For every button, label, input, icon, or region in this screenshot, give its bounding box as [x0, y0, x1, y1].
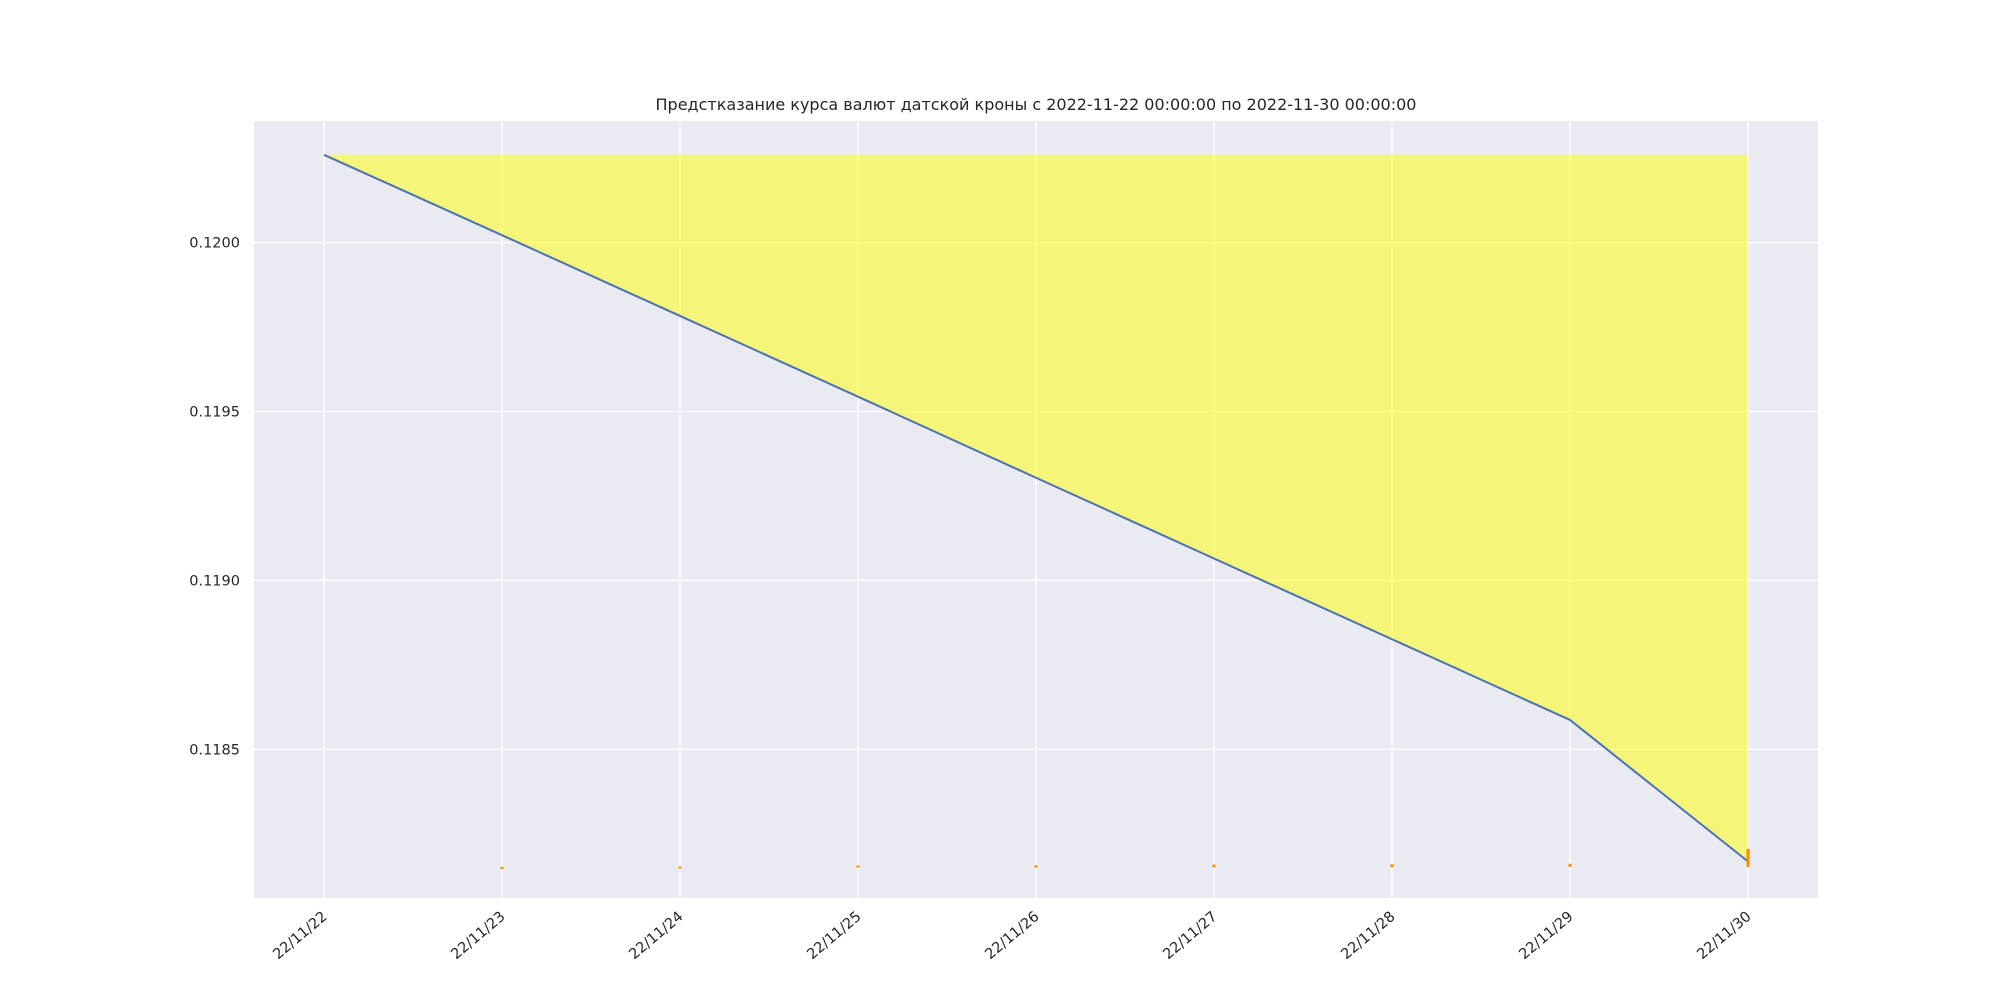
x-tick-label: 22/11/27 — [1160, 909, 1220, 963]
error-bar-layer — [500, 849, 1750, 869]
x-tick-label: 22/11/26 — [982, 909, 1042, 963]
error-bar — [1212, 864, 1216, 868]
x-tick-label: 22/11/25 — [804, 909, 864, 963]
x-tick-label: 22/11/23 — [448, 909, 508, 963]
error-bar — [1034, 865, 1038, 868]
y-tick-label: 0.1190 — [189, 573, 240, 589]
error-bar — [856, 865, 860, 868]
y-tick-label: 0.1195 — [189, 405, 240, 421]
error-bar — [1568, 863, 1572, 867]
x-tick-label: 22/11/30 — [1694, 909, 1754, 963]
y-tick-label: 0.1185 — [189, 742, 240, 758]
error-bar — [500, 866, 504, 869]
x-tick-label: 22/11/29 — [1516, 909, 1576, 963]
series-line-layer — [323, 153, 1749, 863]
error-bar — [1746, 849, 1750, 867]
confidence-band-layer — [324, 154, 1748, 862]
chart-title: Предстказание курса валют датской кроны … — [656, 95, 1417, 114]
x-tick-label: 22/11/28 — [1338, 909, 1398, 963]
error-bar — [1390, 864, 1394, 868]
error-bar — [678, 866, 682, 869]
confidence-band — [324, 154, 1748, 862]
x-tick-label: 22/11/22 — [270, 909, 330, 963]
x-tick-label: 22/11/24 — [626, 909, 686, 963]
y-tick-label: 0.1200 — [189, 236, 240, 252]
